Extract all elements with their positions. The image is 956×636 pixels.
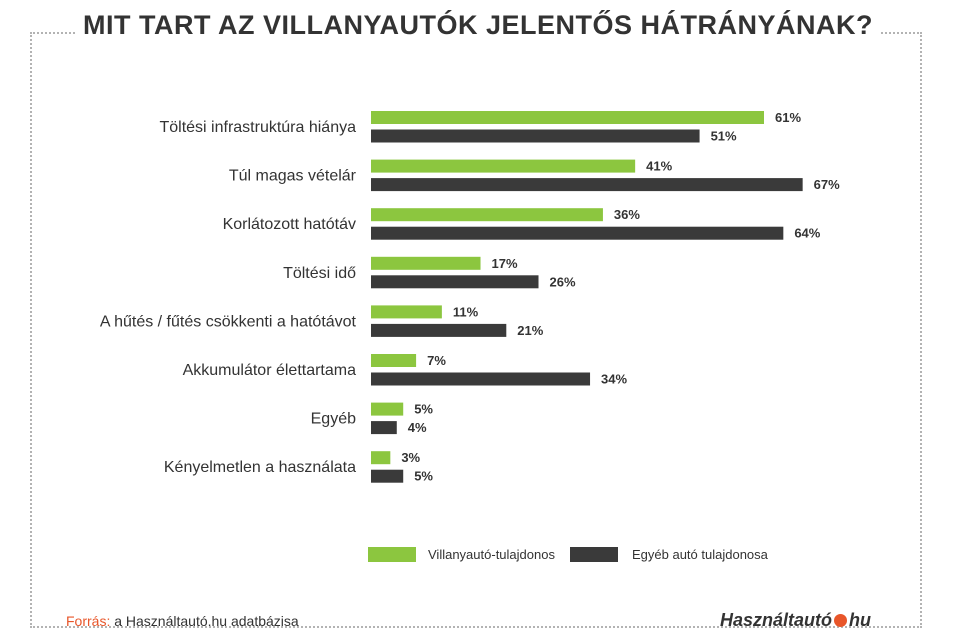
source-note: Forrás: a Használtautó.hu adatbázisa	[66, 613, 299, 629]
data-label: 4%	[408, 420, 427, 435]
legend-label: Villanyautó-tulajdonos	[428, 547, 555, 562]
bar-series-2	[371, 421, 397, 435]
bar-series-1	[371, 111, 764, 124]
category-label: Korlátozott hatótáv	[223, 216, 356, 233]
data-label: 36%	[614, 207, 640, 222]
data-label: 21%	[517, 323, 543, 338]
bar-series-2	[371, 129, 700, 143]
bar-series-2	[371, 275, 539, 289]
brand-logo: Használtautó hu	[720, 610, 871, 631]
source-key: Forrás:	[66, 613, 111, 629]
category-label: Túl magas vételár	[229, 168, 357, 185]
source-text: a Használtautó.hu adatbázisa	[110, 613, 299, 629]
category-label: Töltési infrastruktúra hiánya	[159, 119, 356, 136]
data-label: 5%	[414, 469, 433, 484]
data-label: 41%	[646, 159, 672, 174]
data-label: 64%	[794, 226, 820, 241]
bar-series-1	[371, 451, 391, 465]
logo-text-right: hu	[849, 610, 872, 630]
data-label: 3%	[401, 450, 420, 465]
data-label: 51%	[711, 129, 737, 144]
bar-series-1	[371, 159, 636, 173]
chart-title-text: MIT TART AZ VILLANYAUTÓK JELENTŐS HÁTRÁN…	[75, 10, 881, 40]
category-label: A hűtés / fűtés csökkenti a hatótávot	[100, 313, 357, 330]
category-label: Kényelmetlen a használata	[164, 459, 356, 476]
bar-series-1	[371, 256, 481, 270]
logo-text-left: Használtautó	[720, 610, 833, 630]
bar-series-1	[371, 305, 442, 319]
bar-series-1	[371, 208, 603, 222]
legend-label: Egyéb autó tulajdonosa	[632, 547, 769, 562]
bar-series-1	[371, 402, 404, 416]
bar-series-2	[371, 323, 507, 337]
legend-swatch	[368, 547, 416, 562]
data-label: 5%	[414, 402, 433, 417]
category-label: Akkumulátor élettartama	[183, 362, 357, 379]
bar-series-1	[371, 354, 417, 367]
chart-title: MIT TART AZ VILLANYAUTÓK JELENTŐS HÁTRÁN…	[0, 10, 956, 41]
legend-swatch	[570, 547, 618, 562]
data-label: 11%	[453, 304, 479, 319]
bar-series-2	[371, 226, 784, 240]
data-label: 7%	[427, 353, 446, 368]
bar-series-2	[371, 178, 803, 192]
bar-series-2	[371, 469, 404, 483]
data-label: 61%	[775, 110, 801, 125]
data-label: 26%	[550, 274, 576, 289]
category-label: Egyéb	[311, 411, 356, 428]
category-label: Töltési idő	[283, 265, 356, 282]
logo-dot-icon	[834, 614, 848, 627]
data-label: 34%	[601, 372, 627, 387]
data-label: 17%	[492, 256, 518, 271]
data-label: 67%	[814, 177, 840, 192]
bar-series-2	[371, 372, 591, 386]
